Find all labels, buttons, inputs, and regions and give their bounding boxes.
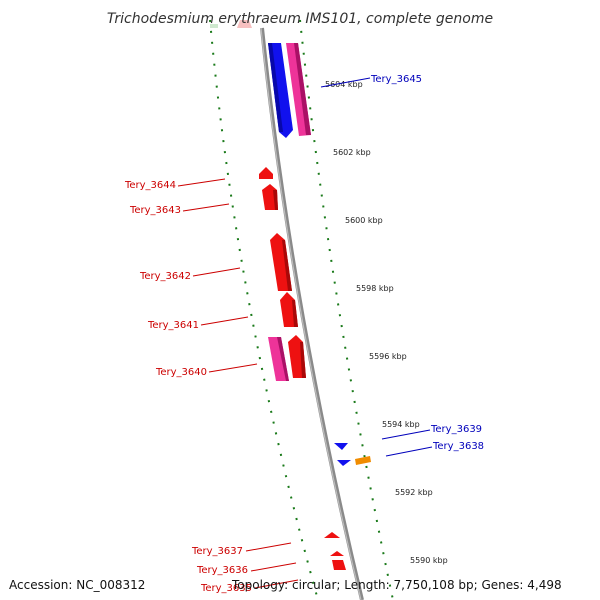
- leader-line: [200, 316, 249, 326]
- ruler-arcs: [209, 19, 394, 600]
- gene-label-tery-3640[interactable]: Tery_3640: [155, 367, 207, 378]
- scale-tick-label: 5590 kbp: [410, 556, 448, 565]
- gene-arrow-red-shade: [300, 342, 306, 378]
- scale-tick-label: 5598 kbp: [356, 284, 394, 293]
- gene-label-tery-3641[interactable]: Tery_3641: [147, 320, 199, 331]
- gene-arrow-faded: [210, 24, 218, 28]
- map-title: Trichodesmium erythraeum IMS101, complet…: [107, 11, 493, 27]
- topology-text: Topology: circular; Length: 7,750,108 bp…: [232, 578, 562, 592]
- gene-label-tery-3637[interactable]: Tery_3637: [191, 546, 243, 557]
- scale-tick-label: 5592 kbp: [395, 488, 433, 497]
- gene-arrow-red: [259, 167, 273, 179]
- gene-labels: Tery_3645 Tery_3644 Tery_3643 Tery_3642 …: [124, 74, 484, 594]
- leader-line: [320, 77, 371, 88]
- leader-line: [192, 267, 241, 277]
- leader-line: [177, 178, 226, 187]
- genome-backbone: [260, 27, 364, 600]
- gene-arrow-red-shade: [273, 190, 278, 210]
- leader-line: [245, 542, 292, 552]
- scale-tick-label: 5602 kbp: [333, 148, 371, 157]
- gene-arrow-red: [324, 532, 340, 538]
- scale-tick-label: 5594 kbp: [382, 420, 420, 429]
- genome-backbone-highlight: [260, 27, 362, 600]
- gene-arrow-red: [330, 551, 344, 556]
- leader-line: [250, 562, 297, 572]
- leader-line: [208, 363, 258, 373]
- scale-tick-label: 5600 kbp: [345, 216, 383, 225]
- gene-label-tery-3639[interactable]: Tery_3639: [430, 424, 482, 435]
- gene-arrow-magenta-shade: [277, 337, 289, 381]
- gene-label-tery-3638[interactable]: Tery_3638: [432, 441, 484, 452]
- gene-arrow-faded: [237, 20, 252, 28]
- leader-lines: [177, 77, 433, 589]
- inner-ruler-arc: [209, 19, 319, 600]
- gene-label-tery-3642[interactable]: Tery_3642: [139, 271, 191, 282]
- gene-arrow-red: [332, 560, 346, 570]
- leader-line: [254, 579, 299, 589]
- gene-label-tery-3636[interactable]: Tery_3636: [196, 565, 248, 576]
- leader-line: [182, 203, 230, 212]
- outer-ruler-arc: [299, 19, 394, 600]
- leader-line: [385, 446, 433, 457]
- gene-arrow-blue: [337, 460, 351, 466]
- scale-labels: 5604 kbp 5602 kbp 5600 kbp 5598 kbp 5596…: [325, 80, 448, 565]
- gene-label-tery-3643[interactable]: Tery_3643: [129, 205, 181, 216]
- gene-arrow-orange: [355, 456, 371, 465]
- gene-label-tery-3635[interactable]: Tery_3635: [200, 583, 252, 594]
- gene-arrow-red-shade: [292, 300, 298, 327]
- leader-line: [381, 429, 431, 440]
- scale-tick-label: 5604 kbp: [325, 80, 363, 89]
- gene-arrow-magenta-shade: [294, 43, 311, 135]
- gene-arrow-blue-shade: [268, 43, 283, 132]
- accession-text: Accession: NC_008312: [9, 578, 146, 592]
- gene-label-tery-3645[interactable]: Tery_3645: [370, 74, 422, 85]
- scale-tick-label: 5596 kbp: [369, 352, 407, 361]
- gene-label-tery-3644[interactable]: Tery_3644: [124, 180, 176, 191]
- gene-arrow-red-shade: [282, 240, 292, 291]
- gene-arrow-blue: [334, 443, 348, 450]
